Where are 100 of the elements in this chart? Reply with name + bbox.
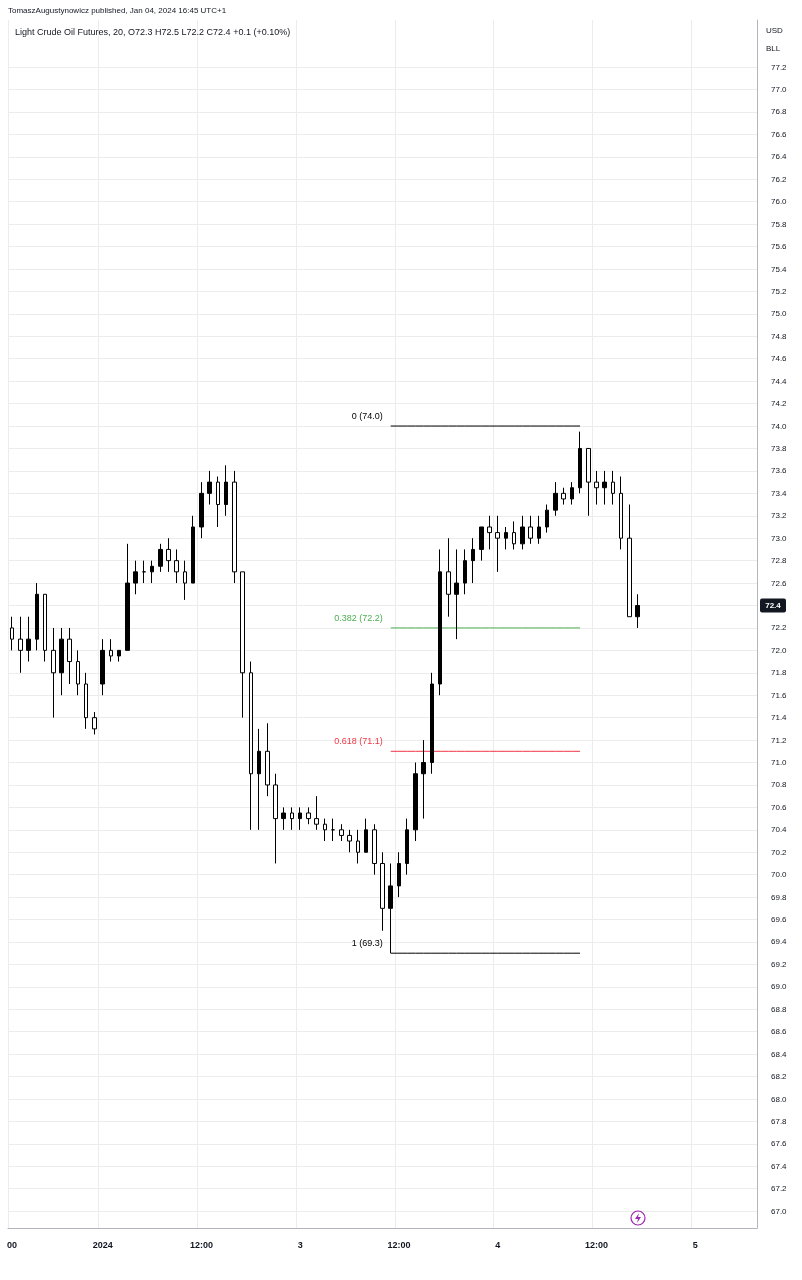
candlestick: [142, 560, 146, 584]
y-tick-label: 75.2: [771, 286, 788, 296]
candlestick: [487, 515, 492, 550]
text: USD: [766, 25, 784, 35]
candlestick: [578, 431, 582, 494]
y-tick-label: 73.6: [771, 466, 788, 476]
candlestick: [339, 823, 344, 842]
candlestick: [380, 851, 385, 932]
candlestick: [216, 476, 220, 528]
y-tick-label: 69.8: [771, 892, 788, 902]
candlestick: [611, 470, 615, 506]
candlestick: [388, 862, 393, 954]
candlestick: [463, 548, 467, 595]
candlestick: [59, 627, 64, 696]
y-tick-label: 68.0: [771, 1094, 788, 1104]
candlestick: [199, 481, 204, 539]
candlestick: [421, 739, 426, 820]
candlestick: [372, 823, 377, 876]
x-tick-label: 12:00: [189, 1239, 213, 1250]
candlestick: [512, 520, 516, 550]
x-tick-label: 4: [495, 1239, 501, 1250]
y-tick-label: 68.8: [771, 1004, 788, 1014]
candlestick: [397, 851, 401, 898]
candlestick: [323, 818, 327, 842]
candlestick: [306, 806, 311, 825]
candlestick: [43, 593, 47, 663]
y-tick-label: 75.6: [771, 242, 788, 252]
series-label: 0.382 (72.2): [334, 612, 383, 623]
y-tick-label: 77.0: [771, 85, 788, 95]
y-tick-label: 75.8: [771, 219, 788, 229]
y-tick-label: 67.8: [771, 1116, 788, 1126]
candlestick: [10, 616, 14, 651]
series-label: 0 (74.0): [351, 411, 383, 422]
candlestick: [347, 829, 352, 853]
text: BLL: [766, 43, 781, 53]
y-tick-label: 67.2: [771, 1184, 788, 1194]
candlestick: [553, 481, 558, 517]
candlestick: [183, 560, 187, 601]
y-tick-label: 73.4: [771, 488, 788, 498]
y-tick-label: 76.4: [771, 152, 788, 162]
candlestick: [92, 711, 97, 735]
y-tick-label: 67.0: [771, 1206, 788, 1216]
candlestick: [627, 504, 632, 618]
y-tick-label: 72.2: [771, 623, 788, 633]
y-tick-label: 71.6: [771, 690, 788, 700]
y-tick-label: 71.8: [771, 668, 788, 678]
candlestick: [537, 515, 541, 545]
candlestick: [232, 470, 237, 584]
y-tick-label: 70.6: [771, 802, 788, 812]
candlestick: [364, 818, 368, 853]
candlestick: [495, 515, 500, 573]
candlestick: [35, 582, 39, 651]
candlestick: [619, 476, 623, 550]
candlestick: [331, 818, 335, 842]
candlestick: [298, 806, 302, 831]
y-tick-label: 70.2: [771, 847, 788, 857]
y-tick-label: 71.2: [771, 735, 788, 745]
candlestick: [356, 829, 360, 864]
chart-subtitle: TomaszAugustynowicz published, Jan 04, 2024 16:45 UTC+1: [8, 5, 227, 15]
candlestick: [446, 537, 451, 618]
candlestick: [26, 616, 31, 663]
y-tick-label: 72.6: [771, 578, 788, 588]
y-tick-label: 70.8: [771, 780, 788, 790]
candlestick: [413, 762, 418, 842]
y-tick-label: 71.4: [771, 713, 788, 723]
y-tick-label: 68.2: [771, 1072, 788, 1082]
candlestick: [207, 470, 212, 506]
series-label: 1 (69.3): [351, 938, 383, 949]
candlestick: [240, 571, 245, 719]
candlestick: [471, 537, 475, 584]
candlestick: [602, 470, 607, 506]
y-tick-label: 74.6: [771, 354, 788, 364]
candlestick: [430, 672, 434, 775]
y-tick-label: 74.0: [771, 421, 788, 431]
candlestick: [76, 649, 80, 696]
y-tick-label: 72.8: [771, 556, 788, 566]
candlestick: [570, 481, 574, 506]
y-tick-label: 76.0: [771, 197, 788, 207]
x-tick-label: 00: [7, 1239, 18, 1250]
candlestick: [438, 548, 442, 696]
x-tick-label: 2024: [92, 1239, 113, 1250]
candlestick: [18, 616, 23, 674]
candlestick: [109, 638, 113, 663]
y-tick-label: 71.0: [771, 758, 788, 768]
candlestick: [100, 638, 105, 696]
y-tick-label: 76.6: [771, 129, 788, 139]
series-label: 0.618 (71.1): [334, 736, 383, 747]
x-tick-label: 5: [692, 1239, 698, 1250]
candlestick: [545, 504, 549, 534]
candlestick: [257, 728, 261, 831]
candlestick: [454, 548, 459, 640]
y-tick-label: 76.8: [771, 107, 788, 117]
candlestick: [290, 806, 294, 831]
candlestick: [174, 548, 179, 584]
y-tick-label: 67.4: [771, 1161, 788, 1171]
candlestick: [150, 560, 154, 584]
y-tick-label: 70.4: [771, 825, 788, 835]
y-tick-label: 75.0: [771, 309, 788, 319]
candlestick: [594, 470, 599, 506]
y-tick-label: 76.2: [771, 174, 788, 184]
